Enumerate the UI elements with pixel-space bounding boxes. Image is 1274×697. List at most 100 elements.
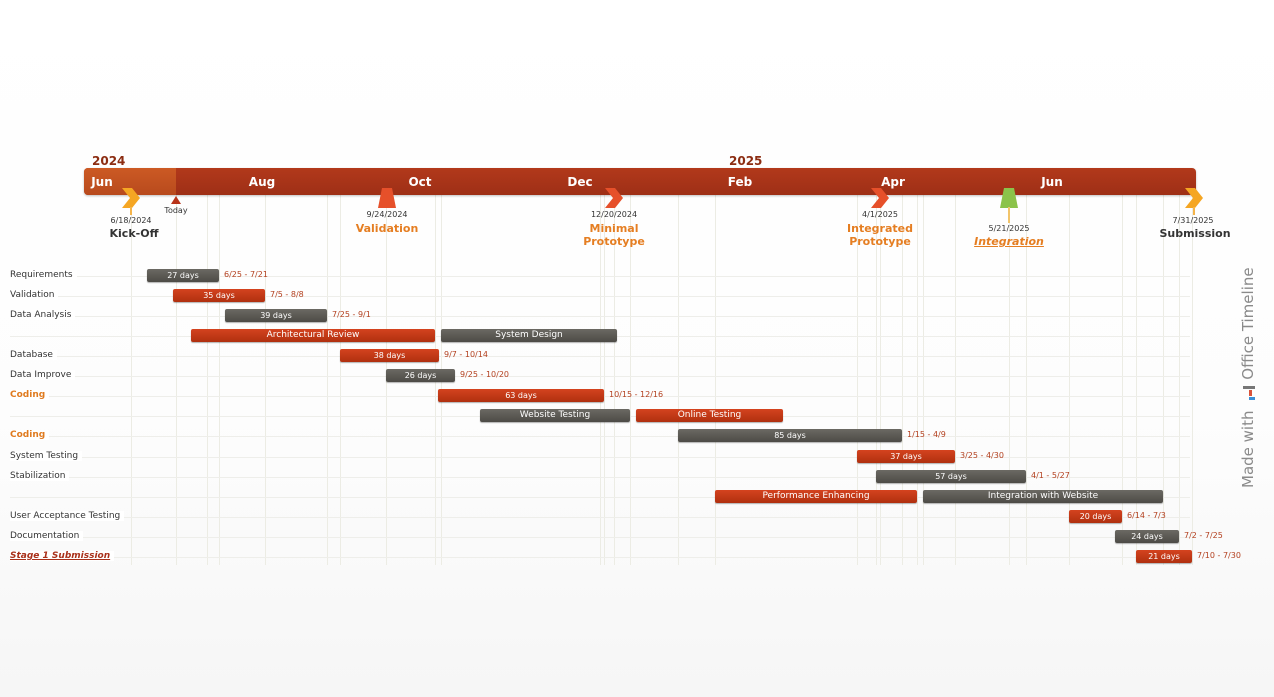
month-label: Jun (1041, 175, 1063, 189)
grid-line (219, 195, 220, 565)
task-label: Data Analysis (10, 310, 76, 320)
date-range: 6/14 - 7/3 (1127, 511, 1166, 520)
task-bar[interactable]: 38 days (340, 349, 439, 362)
grid-line (917, 195, 918, 565)
task-bar[interactable]: 57 days (876, 470, 1026, 483)
date-range: 10/15 - 12/16 (609, 390, 664, 399)
task-bar[interactable]: Architectural Review (191, 329, 435, 342)
row-gridline (10, 457, 1190, 458)
grid-line (1179, 195, 1180, 565)
task-label: Documentation (10, 531, 84, 541)
task-bar[interactable]: 27 days (147, 269, 219, 282)
month-label: Oct (408, 175, 432, 189)
month-label: Feb (727, 175, 753, 189)
year-label: 2025 (729, 154, 763, 168)
milestone-stem (130, 207, 132, 215)
task-label: Stabilization (10, 471, 70, 481)
row-gridline (10, 537, 1190, 538)
milestone-trapezoid-icon[interactable] (378, 188, 396, 212)
task-bar[interactable]: 24 days (1115, 530, 1179, 543)
row-gridline (10, 517, 1190, 518)
task-label: Database (10, 350, 57, 360)
date-range: 9/25 - 10/20 (460, 370, 509, 379)
task-label: Data Improve (10, 370, 76, 380)
milestone-title[interactable]: Validation (355, 222, 419, 235)
watermark-brand: Office Timeline (1239, 267, 1257, 380)
row-gridline (10, 296, 1190, 297)
milestone-date: 7/31/2025 (1172, 216, 1214, 225)
milestone-date: 5/21/2025 (988, 224, 1030, 233)
date-range: 3/25 - 4/30 (960, 451, 1004, 460)
row-gridline (10, 497, 1190, 498)
grid-line (1163, 195, 1164, 565)
watermark-prefix: Made with (1239, 410, 1257, 488)
task-bar[interactable]: System Design (441, 329, 617, 342)
grid-line (955, 195, 956, 565)
task-bar[interactable]: 35 days (173, 289, 265, 302)
task-bar[interactable]: 21 days (1136, 550, 1192, 563)
milestone-title[interactable]: Minimal Prototype (583, 222, 645, 248)
task-bar[interactable]: Website Testing (480, 409, 630, 422)
grid-line (902, 195, 903, 565)
date-range: 6/25 - 7/21 (224, 270, 268, 279)
milestone-stem (1193, 207, 1195, 215)
grid-line (1026, 195, 1027, 565)
milestone-date: 12/20/2024 (590, 210, 638, 219)
row-gridline (10, 557, 1190, 558)
office-timeline-logo-icon (1242, 385, 1255, 400)
grid-line (131, 195, 132, 565)
task-bar[interactable]: 85 days (678, 429, 902, 442)
grid-line (340, 195, 341, 565)
task-bar[interactable]: 37 days (857, 450, 955, 463)
milestone-title[interactable]: Integration (974, 235, 1044, 248)
grid-line (678, 195, 679, 565)
task-label[interactable]: Stage 1 Submission (10, 551, 115, 561)
milestone-chevron-icon[interactable] (122, 188, 140, 212)
milestone-title[interactable]: Integrated Prototype (847, 222, 913, 248)
grid-line (614, 195, 615, 565)
task-bar[interactable]: 39 days (225, 309, 327, 322)
month-label: Aug (248, 175, 276, 189)
grid-line (207, 195, 208, 565)
milestone-chevron-icon[interactable] (605, 188, 623, 212)
grid-line (715, 195, 716, 565)
milestone-chevron-icon[interactable] (1185, 188, 1203, 212)
month-label: Apr (881, 175, 905, 189)
month-label: Dec (567, 175, 593, 189)
row-gridline (10, 276, 1190, 277)
row-gridline (10, 436, 1190, 437)
task-bar[interactable]: 20 days (1069, 510, 1122, 523)
milestone-stem (1008, 207, 1010, 223)
row-gridline (10, 356, 1190, 357)
grid-line (265, 195, 266, 565)
task-label: Coding (10, 430, 50, 440)
watermark[interactable]: Made with Office Timeline (1239, 267, 1257, 488)
grid-line (857, 195, 858, 565)
grid-line (880, 195, 881, 565)
task-label: System Testing (10, 451, 83, 461)
task-bar[interactable]: Online Testing (636, 409, 783, 422)
grid-line (1009, 195, 1010, 565)
milestone-title[interactable]: Submission (1159, 227, 1231, 240)
milestone-title[interactable]: Kick-Off (109, 227, 159, 240)
date-range: 7/5 - 8/8 (270, 290, 304, 299)
today-label: Today (164, 206, 188, 215)
milestone-chevron-icon[interactable] (871, 188, 889, 212)
task-bar[interactable]: 63 days (438, 389, 604, 402)
milestone-date: 9/24/2024 (366, 210, 408, 219)
date-range: 7/25 - 9/1 (332, 310, 371, 319)
grid-line (327, 195, 328, 565)
row-gridline (10, 477, 1190, 478)
grid-line (1192, 195, 1193, 565)
task-bar[interactable]: Performance Enhancing (715, 490, 917, 503)
task-bar[interactable]: 26 days (386, 369, 455, 382)
milestone-trapezoid-icon[interactable] (1000, 188, 1018, 212)
grid-line (600, 195, 601, 565)
month-label: Jun (91, 175, 113, 189)
task-label: Coding (10, 390, 50, 400)
grid-line (876, 195, 877, 565)
task-bar[interactable]: Integration with Website (923, 490, 1163, 503)
date-range: 4/1 - 5/27 (1031, 471, 1070, 480)
task-label: Validation (10, 290, 59, 300)
row-gridline (10, 376, 1190, 377)
